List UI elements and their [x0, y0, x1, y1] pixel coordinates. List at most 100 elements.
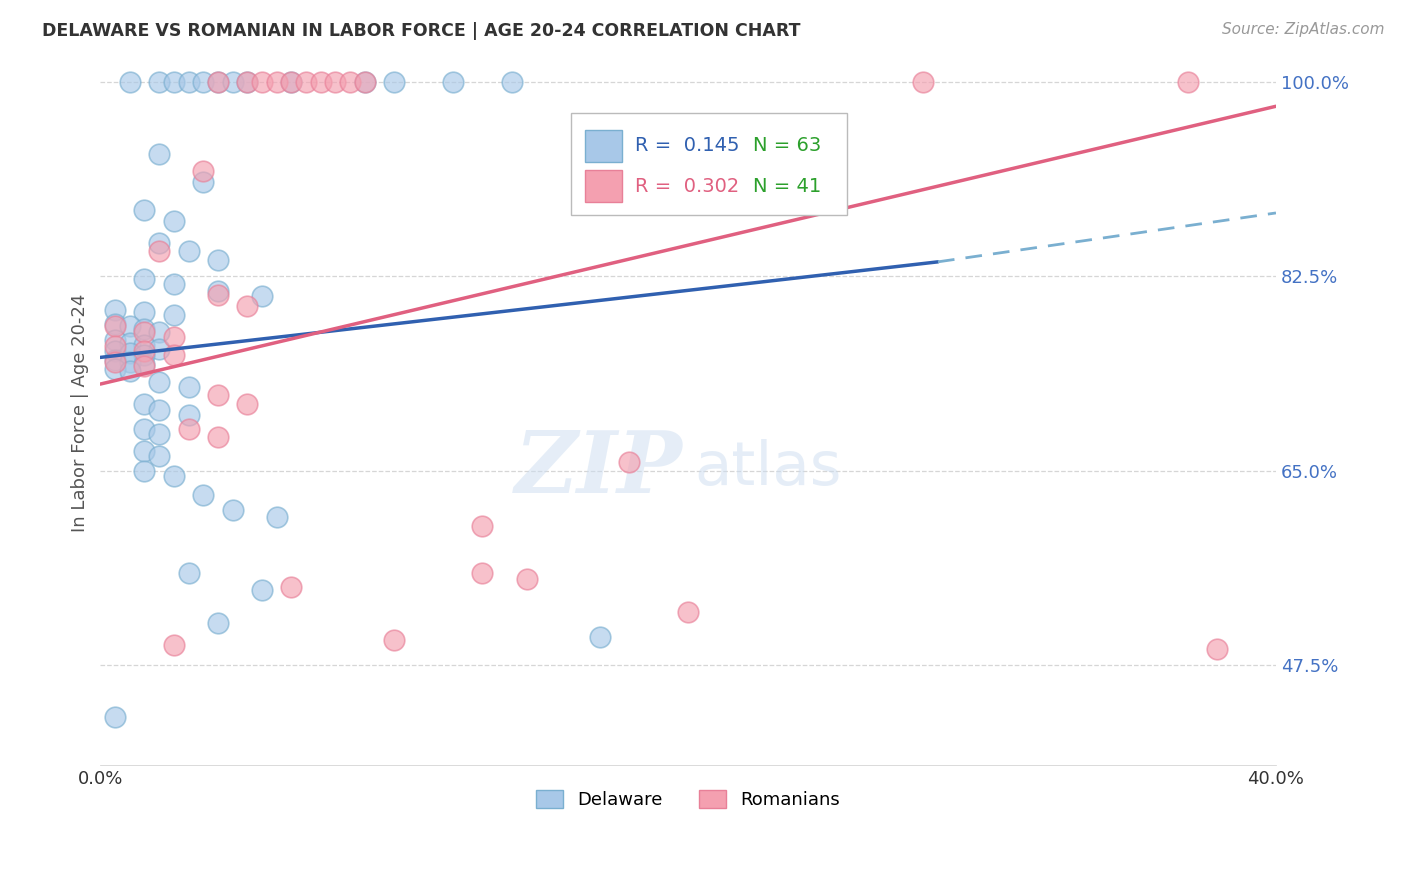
Point	[280, 75, 302, 89]
Point	[382, 75, 405, 89]
Bar	[585, 130, 623, 162]
Point	[104, 339, 127, 353]
Point	[441, 75, 464, 89]
Point	[104, 710, 127, 724]
Point	[354, 75, 377, 89]
Point	[134, 397, 156, 411]
Point	[134, 338, 156, 352]
Legend: Delaware, Romanians: Delaware, Romanians	[529, 782, 848, 816]
Point	[193, 163, 215, 178]
Point	[104, 319, 127, 334]
Point	[148, 75, 170, 89]
Point	[104, 361, 127, 376]
Point	[163, 308, 186, 322]
Point	[236, 75, 259, 89]
Text: R =  0.145: R = 0.145	[636, 136, 740, 155]
Point	[148, 375, 170, 389]
Point	[148, 450, 170, 464]
Point	[148, 147, 170, 161]
Point	[118, 346, 141, 360]
Point	[104, 343, 127, 358]
Y-axis label: In Labor Force | Age 20-24: In Labor Force | Age 20-24	[72, 293, 89, 532]
Point	[148, 427, 170, 442]
Point	[177, 566, 200, 580]
Point	[134, 348, 156, 362]
Point	[354, 75, 377, 89]
Point	[515, 572, 537, 586]
Point	[207, 388, 229, 402]
Point	[221, 502, 243, 516]
Point	[250, 289, 273, 303]
Point	[207, 75, 229, 89]
Point	[236, 397, 259, 411]
Point	[295, 75, 318, 89]
Point	[163, 75, 186, 89]
Point	[177, 244, 200, 258]
Point	[309, 75, 332, 89]
Point	[471, 566, 494, 580]
Point	[177, 75, 200, 89]
Point	[207, 75, 229, 89]
Point	[163, 213, 186, 227]
Point	[134, 421, 156, 435]
Point	[104, 333, 127, 347]
Point	[148, 325, 170, 339]
Point	[236, 299, 259, 313]
Point	[163, 469, 186, 483]
Text: N = 63: N = 63	[752, 136, 821, 155]
Point	[912, 75, 935, 89]
Point	[118, 319, 141, 334]
FancyBboxPatch shape	[571, 112, 846, 215]
Point	[250, 582, 273, 597]
Point	[266, 510, 288, 524]
Point	[118, 355, 141, 369]
Point	[104, 302, 127, 317]
Point	[134, 443, 156, 458]
Point	[134, 202, 156, 217]
Point	[134, 464, 156, 478]
Point	[148, 402, 170, 417]
Point	[207, 430, 229, 444]
Point	[118, 75, 141, 89]
Point	[619, 455, 641, 469]
Point	[471, 519, 494, 533]
Point	[134, 359, 156, 374]
Text: N = 41: N = 41	[752, 178, 821, 196]
Point	[236, 75, 259, 89]
Point	[104, 317, 127, 331]
Point	[339, 75, 361, 89]
Text: R =  0.302: R = 0.302	[636, 178, 740, 196]
Point	[325, 75, 347, 89]
Point	[207, 252, 229, 267]
Point	[134, 305, 156, 319]
Point	[163, 330, 186, 344]
Point	[134, 357, 156, 371]
Point	[118, 364, 141, 378]
Text: atlas: atlas	[695, 440, 842, 499]
Point	[177, 380, 200, 394]
Point	[104, 352, 127, 367]
Point	[1206, 641, 1229, 656]
Point	[221, 75, 243, 89]
Point	[280, 75, 302, 89]
Point	[207, 284, 229, 298]
Point	[193, 488, 215, 502]
Text: DELAWARE VS ROMANIAN IN LABOR FORCE | AGE 20-24 CORRELATION CHART: DELAWARE VS ROMANIAN IN LABOR FORCE | AG…	[42, 22, 800, 40]
Point	[148, 244, 170, 258]
Point	[501, 75, 523, 89]
Text: Source: ZipAtlas.com: Source: ZipAtlas.com	[1222, 22, 1385, 37]
Point	[266, 75, 288, 89]
Point	[104, 355, 127, 369]
Point	[148, 235, 170, 250]
Bar	[585, 170, 623, 202]
Point	[280, 581, 302, 595]
Point	[207, 615, 229, 630]
Point	[193, 75, 215, 89]
Point	[177, 408, 200, 422]
Point	[250, 75, 273, 89]
Point	[193, 175, 215, 189]
Point	[163, 348, 186, 362]
Point	[382, 632, 405, 647]
Point	[148, 342, 170, 356]
Text: ZIP: ZIP	[515, 427, 682, 510]
